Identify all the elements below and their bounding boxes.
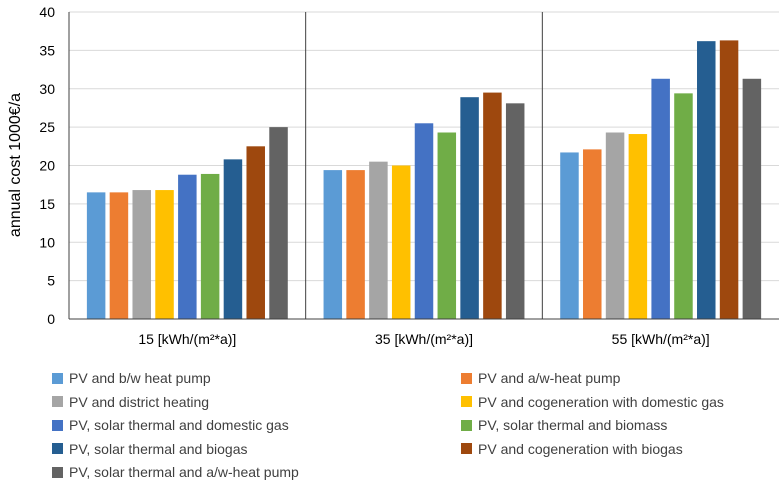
bar bbox=[460, 97, 479, 319]
legend-swatch bbox=[52, 419, 63, 431]
legend-swatch bbox=[461, 443, 472, 454]
bar-chart: 0 5 10 15 20 25 30 35 40 15 [kWh/(m²*a)] 35 [kWh/(… bbox=[7, 4, 779, 347]
bar bbox=[246, 146, 265, 319]
bar bbox=[178, 174, 197, 319]
axes: 0 5 10 15 20 25 30 35 40 15 [kWh/(m²*a)] 35 [kWh/(… bbox=[39, 4, 779, 347]
bar bbox=[323, 170, 343, 319]
bar bbox=[223, 159, 243, 319]
y-tick-label: 35 bbox=[39, 42, 55, 58]
bar bbox=[437, 132, 457, 319]
y-axis-label: annual cost 1000€/a bbox=[7, 93, 24, 237]
legend-label: PV and district heating bbox=[69, 393, 210, 410]
legend-swatch bbox=[461, 372, 472, 384]
bar bbox=[109, 192, 129, 319]
legend-swatch bbox=[52, 466, 63, 478]
bar bbox=[155, 190, 174, 319]
bar bbox=[132, 190, 151, 319]
y-tick-label: 25 bbox=[39, 119, 55, 135]
legend-item: PV, solar thermal and a/w-heat pump bbox=[52, 464, 299, 480]
legend-label: PV and cogeneration with domestic gas bbox=[478, 393, 724, 410]
legend-label: PV, solar thermal and biomass bbox=[478, 417, 668, 433]
bar bbox=[391, 165, 411, 319]
legend-item: PV and cogeneration with biogas bbox=[461, 441, 683, 457]
bar bbox=[346, 170, 365, 319]
legend-swatch bbox=[52, 443, 63, 454]
bar bbox=[200, 173, 220, 319]
bar bbox=[628, 134, 648, 319]
bar bbox=[583, 149, 602, 319]
x-tick-label: 35 [kWh/(m²*a)] bbox=[375, 331, 473, 347]
legend-swatch bbox=[52, 396, 63, 407]
legend-swatch bbox=[461, 396, 472, 407]
bar bbox=[86, 192, 106, 319]
legend-item: PV, solar thermal and biomass bbox=[461, 417, 667, 433]
legend-label: PV and cogeneration with biogas bbox=[478, 440, 683, 457]
legend-swatch bbox=[461, 419, 472, 431]
bar bbox=[674, 93, 693, 319]
bar bbox=[719, 40, 739, 320]
legend-label: PV, solar thermal and biogas bbox=[69, 440, 248, 457]
legend-label: PV, solar thermal and a/w-heat pump bbox=[69, 464, 299, 480]
x-tick-label: 55 [kWh/(m²*a)] bbox=[612, 331, 710, 347]
y-tick-label: 5 bbox=[47, 273, 55, 289]
legend-item: PV, solar thermal and domestic gas bbox=[52, 417, 289, 433]
bar bbox=[605, 132, 625, 319]
y-tick-label: 0 bbox=[47, 311, 55, 327]
bar bbox=[369, 161, 388, 319]
bar bbox=[414, 123, 434, 319]
bar bbox=[651, 78, 670, 320]
legend-swatch bbox=[52, 372, 63, 384]
legend-item: PV and cogeneration with domestic gas bbox=[461, 394, 724, 410]
y-tick-label: 15 bbox=[39, 196, 55, 212]
bar bbox=[697, 41, 716, 319]
legend-label: PV and b/w heat pump bbox=[69, 370, 211, 386]
legend-label: PV, solar thermal and domestic gas bbox=[69, 417, 289, 433]
bar bbox=[269, 127, 288, 319]
y-tick-label: 30 bbox=[39, 81, 55, 97]
bar bbox=[560, 152, 579, 319]
legend-label: PV and a/w-heat pump bbox=[478, 370, 621, 386]
legend-item: PV and district heating bbox=[52, 394, 209, 410]
y-tick-label: 10 bbox=[39, 234, 55, 250]
bar bbox=[742, 78, 762, 320]
legend-item: PV, solar thermal and biogas bbox=[52, 441, 247, 457]
legend-item: PV and a/w-heat pump bbox=[461, 370, 620, 386]
y-tick-label: 20 bbox=[39, 158, 55, 174]
legend-item: PV and b/w heat pump bbox=[52, 370, 211, 386]
bar bbox=[505, 103, 525, 320]
bars bbox=[86, 40, 762, 320]
x-tick-label: 15 [kWh/(m²*a)] bbox=[138, 331, 236, 347]
bar bbox=[483, 92, 502, 320]
y-tick-label: 40 bbox=[39, 4, 55, 20]
